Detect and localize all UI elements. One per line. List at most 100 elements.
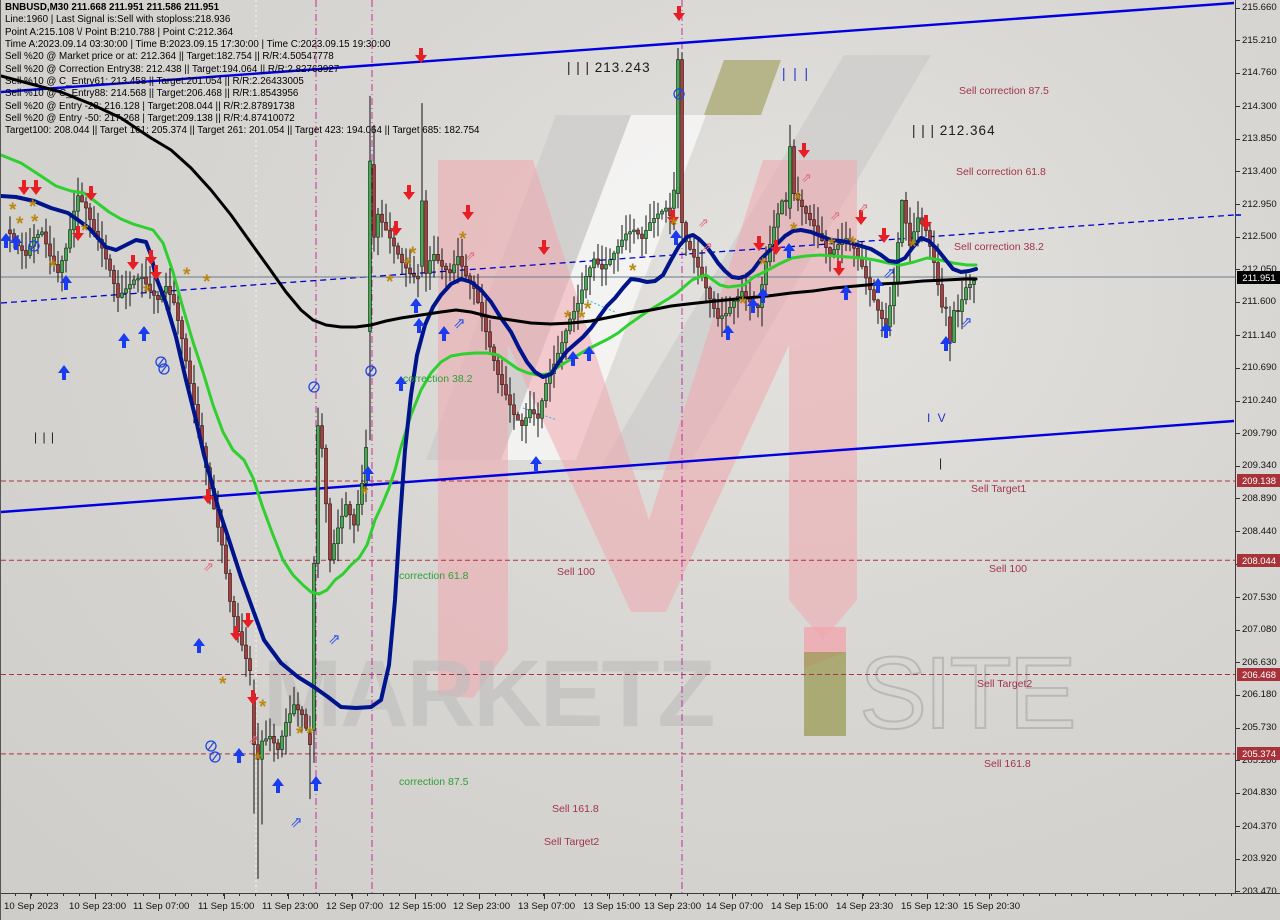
time-axis[interactable]: 10 Sep 2023 10 Sep 23:00 11 Sep 07:00 11 Se…	[1, 893, 1280, 920]
price-tickmark	[1236, 498, 1240, 500]
candle-up	[720, 315, 724, 319]
buy-arrow-icon	[438, 326, 450, 341]
entry-star-icon: *	[909, 237, 917, 258]
candle-up	[624, 233, 628, 241]
price-tick-label: 210.240	[1242, 395, 1277, 407]
target-price-tag: 209.138	[1237, 474, 1280, 488]
buy-arrow-icon	[410, 298, 422, 313]
price-tickmark	[1236, 40, 1240, 42]
candle-up	[628, 231, 632, 235]
correction-arrow-icon: ⇗	[858, 200, 869, 215]
candle-down	[688, 241, 692, 250]
time-major-tick	[670, 894, 671, 899]
candle-up	[832, 249, 836, 255]
price-tick-label: 204.370	[1242, 820, 1277, 832]
watermark-brand-bold: MARKETZ	[263, 641, 713, 747]
entry-star-icon: *	[564, 308, 572, 329]
time-minor-tick	[367, 894, 368, 896]
candle-down	[460, 256, 464, 267]
candle-down	[640, 233, 644, 239]
buy-arrow-icon	[272, 778, 284, 793]
time-major-tick	[415, 894, 416, 899]
time-minor-tick	[799, 894, 800, 896]
breakout-arrow-icon: ⇗	[453, 315, 466, 332]
candle-up	[292, 704, 296, 715]
time-tick-label: 15 Sep 12:30	[901, 901, 959, 912]
time-minor-tick	[1215, 894, 1216, 896]
candle-down	[444, 265, 448, 271]
correction-arrow-icon: ⇗	[203, 559, 214, 574]
candle-down	[692, 248, 696, 258]
candle-down	[104, 247, 108, 260]
candle-down	[828, 247, 832, 255]
label-sell-correction-87: Sell correction 87.5	[959, 85, 1049, 97]
candle-up	[592, 258, 596, 269]
current-price-tag: 211.951	[1237, 270, 1280, 284]
candle-down	[508, 394, 512, 406]
entry-star-icon: *	[254, 750, 262, 771]
label-sell-target1: Sell Target1	[971, 483, 1027, 495]
moving-average-fast-green	[1, 153, 978, 596]
candle-down	[488, 331, 492, 348]
candle-down	[256, 744, 260, 760]
pattern-circle-icon	[158, 363, 170, 375]
chart-canvas[interactable]: MARKETZ SITE* ** * **** **** ******** *********…	[1, 0, 1235, 893]
entry-star-icon: *	[203, 272, 211, 293]
candle-up	[128, 284, 132, 290]
pattern-circle-icon	[205, 740, 217, 752]
sell-arrow-icon	[673, 6, 685, 21]
candle-down	[804, 206, 808, 214]
time-tick-label: 12 Sep 07:00	[326, 901, 384, 912]
candle-down	[716, 308, 720, 319]
time-major-tick	[927, 894, 928, 899]
moving-average-long-black	[1, 74, 978, 329]
chart-plot-area[interactable]: MARKETZ SITE * * * * * * * * * * * * * * * * * * * * * * * * * * * * *…	[1, 0, 1235, 893]
sell-arrow-icon	[667, 210, 679, 225]
candle-down	[144, 276, 148, 285]
candle-up	[36, 234, 40, 238]
price-axis[interactable]: 215.660 215.210 214.760 214.300 213.850 213.4…	[1235, 0, 1280, 897]
price-tick-label: 209.340	[1242, 460, 1277, 472]
price-tick-label: 207.080	[1242, 624, 1277, 636]
candle-up	[560, 342, 564, 354]
candle-up	[972, 280, 976, 285]
time-minor-tick	[911, 894, 912, 896]
buy-arrow-icon	[530, 456, 542, 471]
candle-up	[732, 300, 736, 308]
candle-down	[324, 447, 328, 505]
entry-star-icon: *	[670, 215, 678, 236]
candle-down	[940, 284, 944, 308]
target-price-tag: 206.468	[1237, 668, 1280, 682]
candle-down	[80, 195, 84, 203]
candle-up	[264, 738, 268, 742]
candle-down	[712, 298, 716, 309]
candle-up	[612, 252, 616, 261]
time-major-tick	[732, 894, 733, 899]
candle-down	[956, 310, 960, 312]
candle-down	[596, 258, 600, 265]
candle-down	[928, 230, 932, 247]
candle-up	[132, 279, 136, 285]
price-tickmark	[1236, 891, 1240, 893]
candle-down	[188, 360, 192, 384]
time-minor-tick	[895, 894, 896, 896]
candle-down	[948, 316, 952, 343]
time-minor-tick	[335, 894, 336, 896]
price-tick-label: 208.890	[1242, 492, 1277, 504]
time-minor-tick	[383, 894, 384, 896]
label-sell-correction-61: Sell correction 61.8	[956, 166, 1046, 178]
sell-arrow-icon	[18, 180, 30, 195]
entry-star-icon: *	[9, 200, 17, 221]
candle-up	[620, 239, 624, 247]
channel-axis-mark	[1236, 214, 1241, 216]
correction-arrow-icon: ⇗	[702, 239, 713, 254]
time-minor-tick	[1087, 894, 1088, 896]
label-level-213-243: | | | 213.243	[567, 60, 651, 75]
candle-down	[400, 253, 404, 264]
time-major-tick	[352, 894, 353, 899]
candle-up	[780, 200, 784, 215]
time-minor-tick	[671, 894, 672, 896]
sell-arrow-icon	[798, 143, 810, 158]
time-minor-tick	[607, 894, 608, 896]
